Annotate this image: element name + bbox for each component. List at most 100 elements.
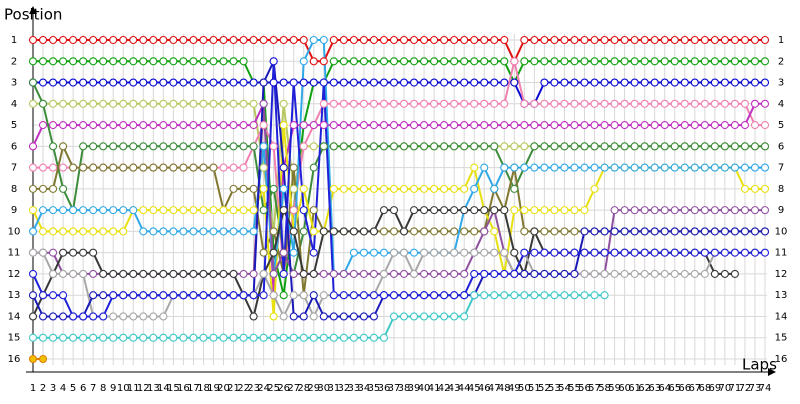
lap-marker (189, 142, 198, 151)
lap-marker (610, 227, 619, 236)
lap-marker (279, 248, 288, 257)
lap-marker (500, 206, 509, 215)
x-tick-label: 37 (388, 383, 401, 394)
lap-marker (249, 35, 258, 45)
lap-marker (450, 99, 459, 108)
x-tick-label: 40 (418, 383, 431, 394)
lap-marker (700, 99, 709, 108)
lap-marker (590, 99, 599, 108)
lap-marker (520, 99, 529, 108)
lap-marker (620, 142, 629, 151)
lap-marker (420, 312, 429, 321)
lap-marker (369, 248, 378, 257)
lap-marker (289, 163, 298, 172)
lap-marker (49, 121, 58, 130)
y-tick-label: 7 (11, 163, 17, 174)
lap-marker (690, 206, 699, 215)
lap-marker (219, 333, 228, 342)
lap-marker (349, 227, 358, 236)
lap-marker (109, 142, 118, 151)
lap-marker (560, 248, 569, 257)
lap-marker (700, 57, 709, 66)
lap-marker (470, 163, 479, 172)
lap-marker (49, 163, 58, 172)
lap-marker (339, 99, 348, 108)
lap-marker (510, 163, 519, 172)
lap-marker (99, 35, 108, 45)
lap-marker (580, 121, 589, 130)
lap-marker (329, 333, 338, 342)
lap-marker (490, 248, 499, 257)
lap-marker (129, 312, 138, 321)
lap-marker (389, 269, 399, 278)
lap-marker (38, 163, 48, 172)
lap-marker (89, 121, 98, 130)
lap-marker (750, 121, 760, 130)
lap-marker (640, 78, 649, 87)
lap-marker (28, 78, 38, 87)
lap-marker (730, 248, 739, 257)
lap-marker (349, 291, 358, 300)
lap-marker (490, 291, 499, 300)
lap-marker (600, 227, 609, 236)
x-tick-label: 15 (167, 383, 180, 394)
lap-marker (59, 333, 68, 342)
lap-marker (710, 206, 719, 215)
lap-marker (299, 206, 308, 215)
lap-marker (38, 78, 48, 87)
lap-marker (49, 248, 58, 257)
lap-marker (119, 269, 128, 278)
lap-marker (99, 206, 108, 215)
lap-marker (430, 269, 439, 278)
lap-marker (730, 269, 739, 278)
lap-marker (369, 184, 378, 193)
lap-marker (269, 35, 278, 45)
lap-marker (740, 227, 749, 236)
lap-marker (570, 142, 579, 151)
lap-marker (149, 269, 158, 278)
lap-marker (620, 57, 629, 66)
lap-marker (239, 78, 248, 87)
lap-marker (89, 269, 98, 278)
lap-marker (600, 142, 609, 151)
lap-marker (650, 269, 659, 278)
lap-marker (69, 312, 78, 321)
lap-marker (99, 142, 108, 151)
lap-marker (470, 227, 479, 236)
x-tick-label: 4 (60, 383, 66, 394)
lap-marker (610, 121, 619, 130)
lap-marker (560, 163, 569, 172)
lap-marker (189, 99, 198, 108)
x-tick-label: 52 (538, 383, 551, 394)
lap-marker (379, 142, 389, 151)
lap-marker (409, 206, 419, 215)
lap-marker (480, 142, 489, 151)
lap-marker (480, 206, 489, 215)
lap-marker (139, 142, 148, 151)
lap-marker (590, 227, 599, 236)
plot-area (28, 35, 770, 364)
lap-marker (209, 142, 218, 151)
lap-marker (299, 227, 308, 236)
lap-marker (620, 206, 629, 215)
lap-marker (239, 184, 248, 193)
lap-marker (359, 227, 368, 236)
x-tick-label: 51 (528, 383, 541, 394)
lap-marker (159, 312, 168, 321)
lap-marker (440, 78, 449, 87)
y-tick-label-right: 14 (775, 311, 788, 322)
lap-marker (580, 57, 589, 66)
lap-marker (560, 206, 569, 215)
lap-marker (460, 206, 469, 215)
lap-marker (79, 312, 88, 321)
lap-marker (379, 57, 389, 66)
lap-marker (38, 312, 48, 321)
lap-marker (520, 269, 529, 278)
lap-marker (510, 142, 519, 151)
lap-marker (159, 78, 168, 87)
lap-marker (610, 206, 619, 215)
lap-marker (740, 57, 749, 66)
lap-marker (610, 35, 619, 45)
lap-marker (600, 57, 609, 66)
y-axis-arrow (29, 6, 37, 14)
